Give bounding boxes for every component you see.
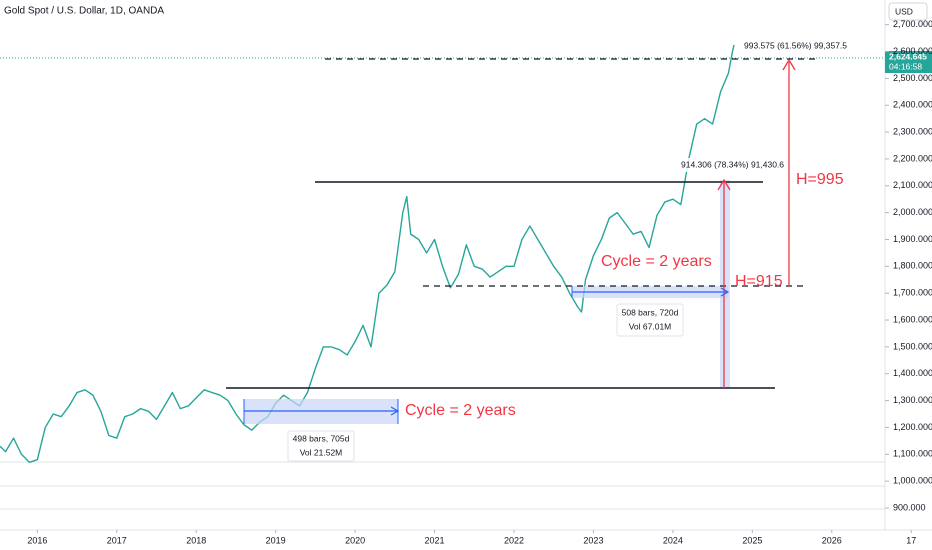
x-tick-label: 2024	[663, 535, 683, 545]
y-tick-label: 2,100.000	[893, 180, 932, 190]
measure-label: 993.575 (61.56%) 99,357.5	[744, 40, 847, 50]
arrow-head	[782, 58, 796, 71]
label-bg	[677, 158, 775, 172]
range-vol: Vol 21.52M	[300, 447, 343, 457]
plot-area	[0, 44, 735, 464]
price-line	[0, 44, 735, 464]
y-tick-label: 900.000	[893, 502, 926, 512]
x-tick-label: 2019	[266, 535, 286, 545]
height-label: H=995	[796, 171, 844, 188]
y-tick-label: 1,400.000	[893, 368, 932, 378]
range-bars: 498 bars, 705d	[293, 433, 350, 443]
measure-box	[720, 180, 730, 388]
y-tick-label: 1,700.000	[893, 288, 932, 298]
currency-label[interactable]: USD	[895, 6, 913, 16]
y-tick-label: 1,200.000	[893, 422, 932, 432]
y-tick-label: 2,000.000	[893, 207, 932, 217]
y-tick-label: 2,200.000	[893, 153, 932, 163]
y-tick-label: 1,900.000	[893, 234, 932, 244]
currency-button[interactable]	[888, 2, 928, 21]
cycle-label: Cycle = 2 years	[405, 402, 516, 419]
x-tick-label: 2025	[742, 535, 762, 545]
measure-label: 914.306 (78.34%) 91,430.6	[681, 159, 784, 169]
price-tag-countdown: 04:16:58	[889, 61, 922, 71]
range-bars: 508 bars, 720d	[622, 307, 679, 317]
arrow-head	[720, 287, 730, 297]
y-tick-label: 1,300.000	[893, 395, 932, 405]
range-info-box	[616, 303, 684, 337]
cycle-label: Cycle = 2 years	[601, 253, 712, 270]
label-bg	[739, 39, 839, 53]
x-tick-label: 2022	[504, 535, 524, 545]
range-vol: Vol 67.01M	[629, 321, 672, 331]
range-info-box	[287, 430, 355, 462]
y-tick-label: 2,400.000	[893, 100, 932, 110]
x-tick-label: 2021	[425, 535, 445, 545]
y-tick-label: 1,000.000	[893, 476, 932, 486]
height-label: H=915	[735, 273, 783, 290]
arrow-head	[717, 178, 731, 191]
x-tick-label: 2016	[27, 535, 47, 545]
x-tick-label: 2020	[345, 535, 365, 545]
y-tick-label: 1,100.000	[893, 449, 932, 459]
y-tick-label: 2,700.000	[893, 19, 932, 29]
x-tick-label: 2017	[107, 535, 127, 545]
y-tick-label: 2,300.000	[893, 126, 932, 136]
chart-title: Gold Spot / U.S. Dollar, 1D, OANDA	[4, 6, 164, 17]
y-tick-label: 1,800.000	[893, 261, 932, 271]
y-tick-label: 2,600.000	[893, 46, 932, 56]
x-tick-label: 2018	[186, 535, 206, 545]
x-tick-label: 17	[906, 535, 916, 545]
x-tick-label: 2026	[822, 535, 842, 545]
price-tag	[885, 51, 932, 73]
y-tick-label: 1,600.000	[893, 314, 932, 324]
y-tick-label: 1,500.000	[893, 341, 932, 351]
price-tag-value: 2,624.645	[889, 51, 927, 61]
x-tick-label: 2023	[583, 535, 603, 545]
y-tick-label: 2,500.000	[893, 73, 932, 83]
